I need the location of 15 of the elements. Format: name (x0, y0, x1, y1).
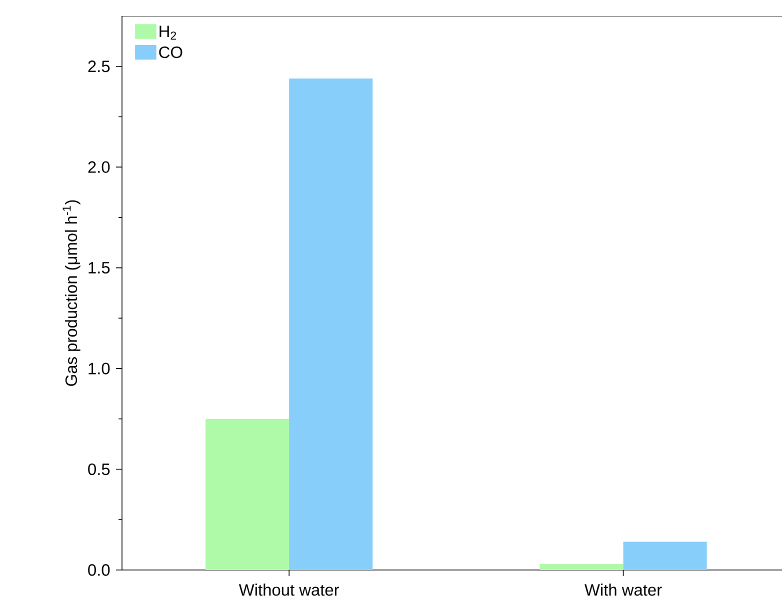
y-axis-title: Gas production (μmol h$^{-1}$) (62, 200, 80, 386)
x-tick-label: Without water (238, 584, 340, 596)
y-tick-label: 2.5 (88, 60, 110, 72)
y-tick-label: 0.5 (88, 463, 110, 476)
y-tick-label: 1.5 (88, 262, 110, 274)
bar (206, 418, 290, 570)
x-tick-label: With water (584, 584, 662, 596)
legend-label: CO (159, 46, 182, 58)
y-tick-label: 1.0 (88, 362, 110, 374)
y-tick-label: 2.0 (88, 161, 110, 173)
legend-label: H$_{2}$ (160, 26, 176, 40)
bar (540, 564, 624, 570)
bar (289, 78, 373, 570)
bar (623, 542, 707, 570)
y-tick-label: 0.0 (88, 564, 110, 576)
